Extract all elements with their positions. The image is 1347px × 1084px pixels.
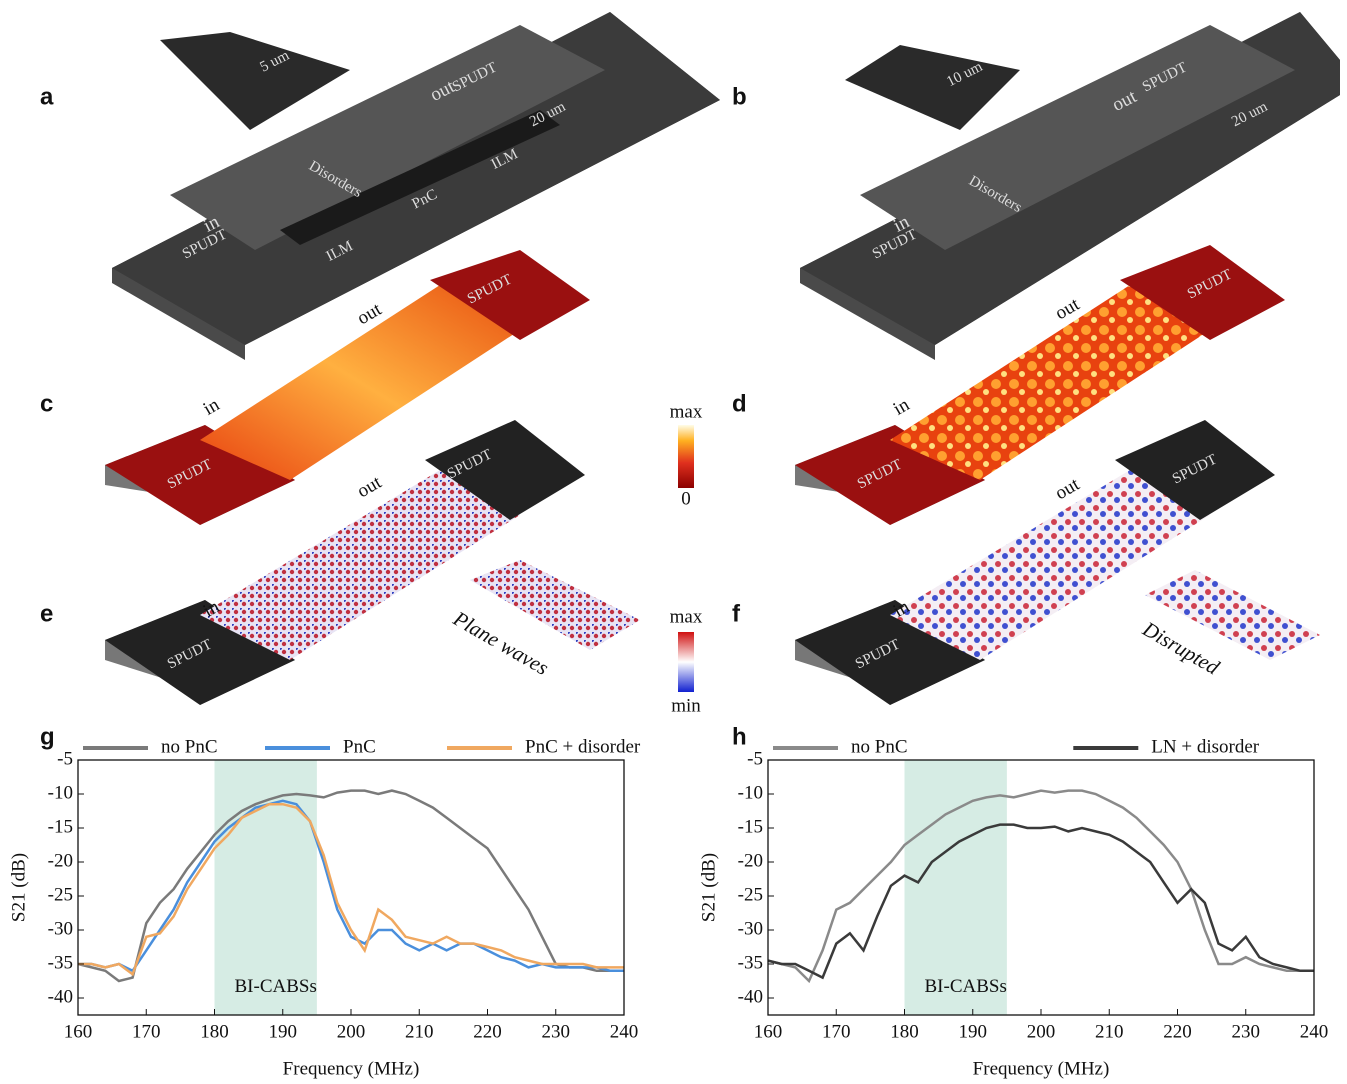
annotation: out bbox=[1052, 473, 1084, 504]
y-tick-label: -30 bbox=[48, 918, 73, 939]
y-tick-label: -20 bbox=[738, 850, 763, 871]
figure: a b c d e f SPUDT SPUDT in out 5 um 20 u… bbox=[0, 0, 1347, 1084]
y-tick-label: -15 bbox=[48, 816, 73, 837]
panel-label: a bbox=[40, 83, 54, 110]
y-tick-label: -5 bbox=[57, 748, 73, 769]
legend-label: PnC bbox=[343, 736, 376, 757]
x-tick-label: 170 bbox=[822, 1021, 851, 1042]
x-tick-label: 170 bbox=[132, 1021, 161, 1042]
x-tick-label: 210 bbox=[405, 1021, 434, 1042]
series-line bbox=[768, 791, 1314, 981]
colorbar-label: max bbox=[670, 401, 703, 422]
panel-label: h bbox=[732, 723, 747, 750]
colorbar bbox=[678, 632, 694, 692]
panel-label: c bbox=[40, 390, 53, 417]
x-tick-label: 200 bbox=[1027, 1021, 1056, 1042]
page: {"illustrations": {"panels": [ {"label":… bbox=[0, 0, 1347, 1084]
y-axis-label: S21 (dB) bbox=[8, 853, 29, 922]
y-tick-label: -10 bbox=[48, 782, 73, 803]
y-tick-label: -15 bbox=[738, 816, 763, 837]
shaded-label: BI-CABSs bbox=[925, 976, 1007, 997]
x-tick-label: 220 bbox=[1163, 1021, 1192, 1042]
x-tick-label: 190 bbox=[269, 1021, 298, 1042]
legend-label: no PnC bbox=[161, 736, 218, 757]
y-tick-label: -35 bbox=[48, 952, 73, 973]
panel-label: b bbox=[732, 83, 747, 110]
y-tick-label: -25 bbox=[738, 884, 763, 905]
panel-label: e bbox=[40, 600, 53, 627]
y-tick-label: -20 bbox=[48, 850, 73, 871]
x-tick-label: 240 bbox=[1300, 1021, 1329, 1042]
x-tick-label: 180 bbox=[200, 1021, 229, 1042]
axes-frame bbox=[78, 760, 624, 1015]
series-line bbox=[78, 804, 624, 974]
axes-frame bbox=[768, 760, 1314, 1015]
y-tick-label: -40 bbox=[48, 986, 73, 1007]
y-axis-label: S21 (dB) bbox=[698, 853, 719, 922]
x-tick-label: 180 bbox=[890, 1021, 919, 1042]
colorbar-label: min bbox=[671, 695, 701, 716]
legend-label: PnC + disorder bbox=[525, 736, 641, 757]
shaded-label: BI-CABSs bbox=[235, 976, 317, 997]
colorbar bbox=[678, 425, 694, 488]
y-tick-label: -40 bbox=[738, 986, 763, 1007]
legend-label: LN + disorder bbox=[1151, 736, 1259, 757]
annotation: in bbox=[200, 394, 224, 420]
x-tick-label: 200 bbox=[337, 1021, 366, 1042]
x-tick-label: 230 bbox=[542, 1021, 571, 1042]
y-tick-label: -5 bbox=[747, 748, 763, 769]
x-tick-label: 160 bbox=[754, 1021, 783, 1042]
y-tick-label: -10 bbox=[738, 782, 763, 803]
y-tick-label: -30 bbox=[738, 918, 763, 939]
x-axis-label: Frequency (MHz) bbox=[973, 1058, 1110, 1079]
series-line bbox=[78, 791, 624, 981]
annotation: in bbox=[890, 394, 914, 420]
x-tick-label: 240 bbox=[610, 1021, 639, 1042]
colorbar-label: 0 bbox=[681, 488, 691, 509]
y-tick-label: -35 bbox=[738, 952, 763, 973]
legend-label: no PnC bbox=[851, 736, 908, 757]
x-axis-label: Frequency (MHz) bbox=[283, 1058, 420, 1079]
annotation: out bbox=[354, 471, 386, 502]
panel-label: f bbox=[732, 600, 741, 627]
y-tick-label: -25 bbox=[48, 884, 73, 905]
series-line bbox=[78, 801, 624, 971]
x-tick-label: 220 bbox=[473, 1021, 502, 1042]
x-tick-label: 230 bbox=[1232, 1021, 1261, 1042]
x-tick-label: 190 bbox=[959, 1021, 988, 1042]
colorbar-label: max bbox=[670, 606, 703, 627]
x-tick-label: 160 bbox=[64, 1021, 93, 1042]
panel-label: d bbox=[732, 390, 747, 417]
x-tick-label: 210 bbox=[1095, 1021, 1124, 1042]
panel-label: g bbox=[40, 723, 55, 750]
